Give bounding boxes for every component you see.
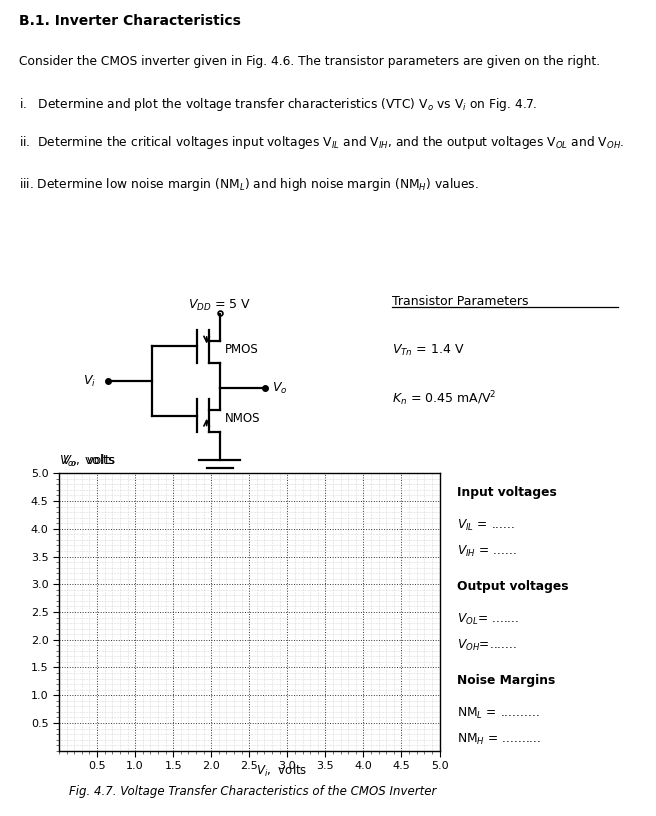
Text: $V_{Tn}$ = 1.4 V: $V_{Tn}$ = 1.4 V [392, 343, 465, 358]
Text: $V_o$,  volts: $V_o$, volts [59, 453, 115, 469]
Text: $V_{IH}$ = ......: $V_{IH}$ = ...... [457, 543, 516, 559]
Text: $V_{IL}$ = ......: $V_{IL}$ = ...... [457, 517, 515, 533]
Text: Fig. 4.7. Voltage Transfer Characteristics of the CMOS Inverter: Fig. 4.7. Voltage Transfer Characteristi… [69, 785, 436, 798]
Text: $K_n$ = 0.45 mA/V$^2$: $K_n$ = 0.45 mA/V$^2$ [392, 390, 497, 409]
Text: Transistor Parameters: Transistor Parameters [392, 295, 529, 308]
Text: $V_i$: $V_i$ [83, 374, 96, 388]
Text: $V_i$,  volts: $V_i$, volts [256, 763, 307, 779]
Text: Consider the CMOS inverter given in Fig. 4.6. The transistor parameters are give: Consider the CMOS inverter given in Fig.… [20, 55, 600, 69]
Text: Output voltages: Output voltages [457, 580, 568, 593]
Text: $V_{OL}$= .......: $V_{OL}$= ....... [457, 612, 519, 627]
Text: iii. Determine low noise margin (NM$_L$) and high noise margin (NM$_H$) values.: iii. Determine low noise margin (NM$_L$)… [20, 175, 479, 193]
Text: $V_o$: $V_o$ [272, 380, 287, 396]
Text: Noise Margins: Noise Margins [457, 674, 555, 687]
Text: $V_o$,  volts: $V_o$, volts [62, 453, 117, 469]
Text: NM$_H$ = ..........: NM$_H$ = .......... [457, 732, 541, 747]
Text: NMOS: NMOS [226, 412, 261, 425]
Text: $V_{DD}$ = 5 V: $V_{DD}$ = 5 V [188, 298, 251, 313]
Text: NM$_L$ = ..........: NM$_L$ = .......... [457, 706, 539, 721]
Text: i.   Determine and plot the voltage transfer characteristics (VTC) V$_o$ vs V$_i: i. Determine and plot the voltage transf… [20, 96, 538, 113]
Text: $V_{OH}$=.......: $V_{OH}$=....... [457, 638, 517, 653]
Text: PMOS: PMOS [226, 343, 259, 356]
Text: B.1. Inverter Characteristics: B.1. Inverter Characteristics [20, 14, 241, 28]
Text: Input voltages: Input voltages [457, 486, 556, 499]
Text: Fig. 4.6. CMOS Inverter: Fig. 4.6. CMOS Inverter [152, 486, 288, 499]
Text: ii.  Determine the critical voltages input voltages V$_{IL}$ and V$_{IH}$, and t: ii. Determine the critical voltages inpu… [20, 135, 625, 152]
